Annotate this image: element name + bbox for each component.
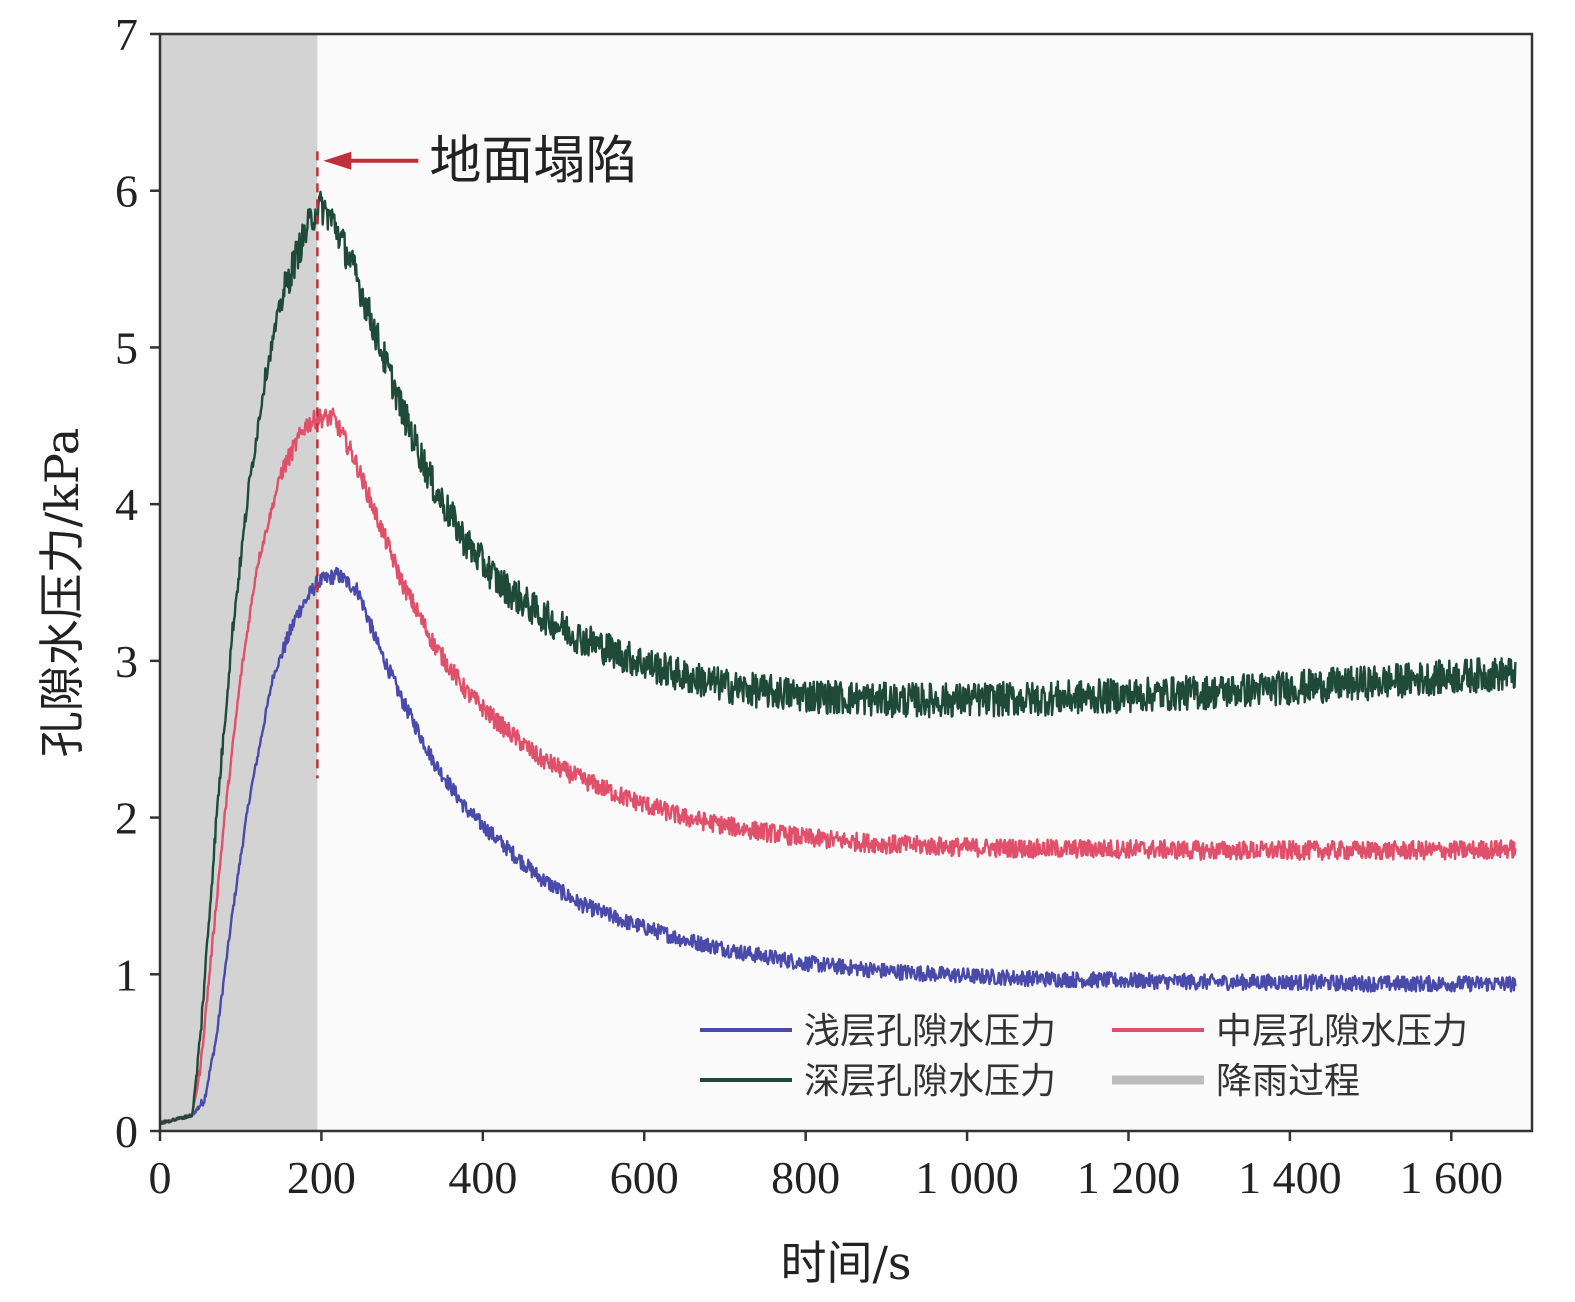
plot-frame: [158, 32, 1534, 1133]
x-tick-label: 600: [610, 1152, 679, 1203]
y-tick-label: 5: [115, 322, 138, 373]
y-tick-label: 0: [115, 1106, 138, 1157]
x-tick-label: 0: [149, 1152, 172, 1203]
y-tick-label: 7: [115, 9, 138, 60]
series-line-2: [158, 407, 1517, 1125]
legend-label-3: 深层孔隙水压力: [804, 1061, 1056, 1102]
plot-area-background: [160, 34, 1532, 1131]
collapse-annotation: 地面塌陷: [323, 132, 637, 192]
y-tick-label: 4: [115, 479, 138, 530]
series-line-3: [159, 190, 1517, 1125]
y-tick-label: 3: [115, 636, 138, 687]
y-tick-label: 2: [115, 793, 138, 844]
x-tick-label: 1 000: [915, 1152, 1019, 1203]
y-axis-title: 孔隙水压力/kPa: [35, 428, 89, 758]
annotation-arrow-head: [323, 151, 352, 170]
x-tick-label: 1 400: [1238, 1152, 1342, 1203]
x-tick-label: 400: [448, 1152, 517, 1203]
x-tick-label: 800: [771, 1152, 840, 1203]
axes-layer: 0 200 400 600 800 1 000 1 200 1 400 1 600 0 1 2 3 4 5 6…: [115, 9, 1534, 1203]
legend-label-2: 中层孔隙水压力: [1216, 1011, 1468, 1052]
x-tick-label: 1 600: [1400, 1152, 1504, 1203]
x-axis-title: 时间/s: [780, 1236, 911, 1290]
y-tick-label: 6: [115, 166, 138, 217]
x-tick-label: 1 200: [1077, 1152, 1181, 1203]
series-line-1: [159, 566, 1517, 1125]
x-tick-label: 200: [287, 1152, 356, 1203]
legend-label-4: 降雨过程: [1216, 1061, 1360, 1102]
annotation-text: 地面塌陷: [429, 132, 637, 192]
y-tick-label: 1: [115, 949, 138, 1000]
series-layer: [158, 190, 1517, 1125]
legend-label-1: 浅层孔隙水压力: [804, 1011, 1056, 1052]
